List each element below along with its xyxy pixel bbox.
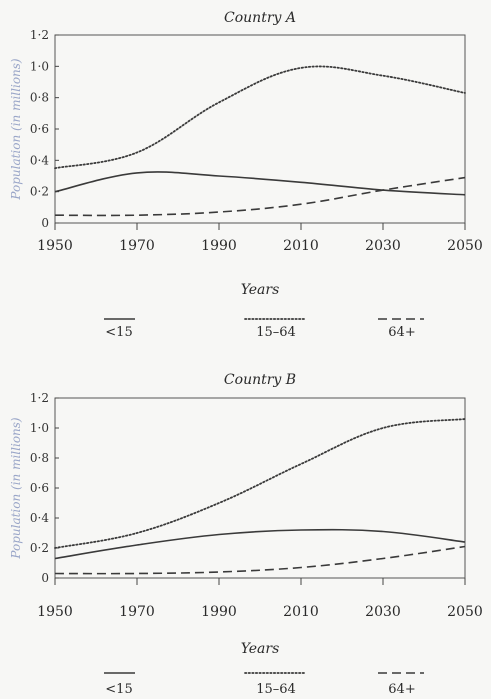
- series-line-lt15: [54, 171, 466, 196]
- x-tick-label: 2030: [365, 604, 401, 620]
- y-tick-label: 0·4: [30, 511, 49, 525]
- chart-title: Country A: [224, 10, 296, 26]
- y-tick-label: 0·8: [30, 451, 49, 465]
- x-tick-label: 1950: [37, 604, 73, 620]
- y-tick-label: 1·0: [30, 59, 49, 73]
- y-axis-label: Population (in millions): [9, 417, 23, 560]
- y-tick-label: 0·2: [30, 541, 49, 555]
- x-axis-label: Years: [241, 641, 280, 657]
- plot-frame: [54, 397, 466, 579]
- y-tick-label: 0·6: [30, 122, 49, 136]
- y-tick-label: 1·0: [30, 421, 49, 435]
- y-tick-label: 0: [41, 216, 49, 230]
- series-line-15-64: [54, 418, 466, 549]
- series-line-64plus: [54, 545, 466, 575]
- x-tick-label: 1970: [119, 604, 155, 620]
- x-tick-label: 2050: [447, 238, 483, 254]
- legend-label-lt15: <15: [105, 325, 132, 340]
- series-line-lt15: [54, 528, 466, 560]
- y-tick-label: 1·2: [30, 391, 49, 405]
- x-tick-label: 2050: [447, 604, 483, 620]
- y-tick-label: 1·2: [30, 28, 49, 42]
- chart-country-a: Country A 0 0·2 0·4 0·6 0·8 1·0 1·2 1950 1970 1990…: [9, 10, 483, 340]
- y-tick-label: 0·2: [30, 185, 49, 199]
- x-tick-label: 1950: [37, 238, 73, 254]
- series-line-15-64: [54, 65, 466, 170]
- x-tick-label: 1990: [201, 238, 237, 254]
- legend-label-64plus: 64+: [388, 682, 415, 697]
- x-axis-label: Years: [241, 282, 280, 298]
- y-tick-label: 0·8: [30, 91, 49, 105]
- chart-title: Country B: [224, 372, 296, 388]
- chart-country-b: Country B 0 0·2 0·4 0·6 0·8 1·0 1·2 1950 1970 1990…: [9, 372, 483, 697]
- x-tick-label: 1990: [201, 604, 237, 620]
- y-tick-label: 0: [41, 571, 49, 585]
- legend-label-64plus: 64+: [388, 325, 415, 340]
- legend-label-lt15: <15: [105, 682, 132, 697]
- series-line-64plus: [54, 176, 466, 217]
- y-axis-label: Population (in millions): [9, 58, 23, 201]
- plot-frame: [54, 34, 466, 224]
- x-tick-label: 2030: [365, 238, 401, 254]
- x-tick-label: 2010: [283, 604, 319, 620]
- y-tick-label: 0·6: [30, 481, 49, 495]
- legend-label-15-64: 15–64: [256, 682, 296, 697]
- x-tick-label: 1970: [119, 238, 155, 254]
- x-tick-label: 2010: [283, 238, 319, 254]
- y-tick-label: 0·4: [30, 153, 49, 167]
- legend-label-15-64: 15–64: [256, 325, 296, 340]
